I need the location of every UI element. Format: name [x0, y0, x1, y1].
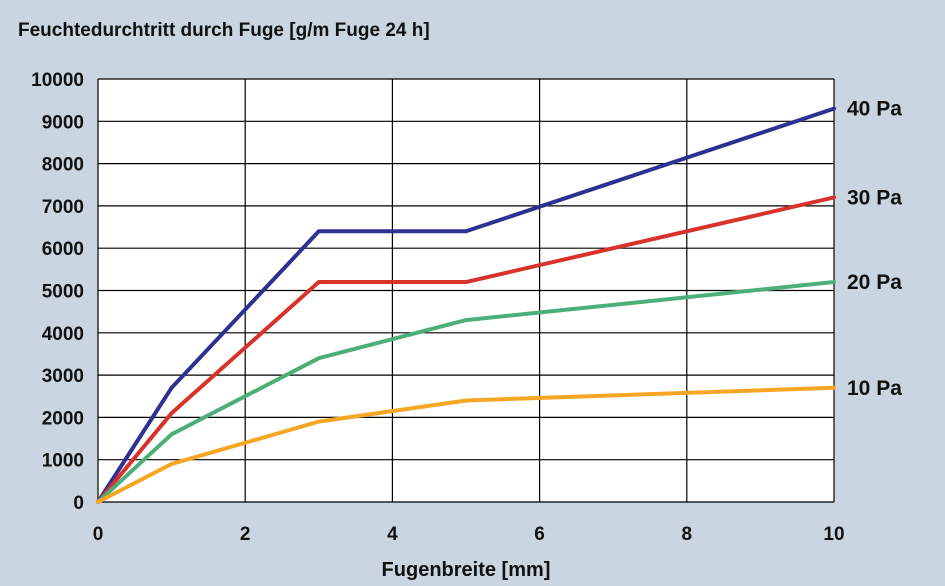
series-line-30-pa — [96, 195, 836, 504]
x-tick-label: 2 — [240, 524, 251, 545]
y-tick-label: 0 — [73, 493, 84, 514]
series-line-40-pa — [96, 106, 836, 504]
x-tick-label: 8 — [682, 524, 693, 545]
series-line-10-pa — [96, 385, 836, 504]
y-axis-ticks: 0 1000 2000 3000 4000 5000 6000 7000 8000 9000 100… — [31, 70, 84, 514]
y-tick-label: 10000 — [31, 70, 84, 91]
series-label-30-pa: 30 Pa — [847, 186, 902, 209]
x-tick-label: 6 — [534, 524, 545, 545]
y-tick-label: 5000 — [42, 282, 84, 303]
grid — [97, 78, 835, 503]
series-label-20-pa: 20 Pa — [847, 271, 902, 294]
x-tick-label: 10 — [823, 524, 844, 545]
x-tick-label: 4 — [387, 524, 398, 545]
y-tick-label: 2000 — [42, 408, 84, 429]
y-tick-label: 7000 — [42, 197, 84, 218]
series-labels: 40 Pa 30 Pa 20 Pa 10 Pa — [847, 98, 902, 400]
y-tick-label: 4000 — [42, 324, 84, 345]
x-axis-label: Fugenbreite [mm] — [382, 559, 551, 581]
y-tick-label: 8000 — [42, 155, 84, 176]
series-label-10-pa: 10 Pa — [847, 377, 902, 400]
x-axis-ticks: 0 2 4 6 8 10 — [93, 524, 845, 545]
chart-title: Feuchtedurchtritt durch Fuge [g/m Fuge 2… — [18, 20, 430, 41]
x-tick-label: 0 — [93, 524, 104, 545]
series-label-40-pa: 40 Pa — [847, 98, 902, 121]
series-lines — [96, 106, 836, 504]
series-line-20-pa — [96, 280, 836, 504]
y-tick-label: 6000 — [42, 239, 84, 260]
y-tick-label: 1000 — [42, 451, 84, 472]
y-tick-label: 3000 — [42, 366, 84, 387]
y-tick-label: 9000 — [42, 112, 84, 133]
